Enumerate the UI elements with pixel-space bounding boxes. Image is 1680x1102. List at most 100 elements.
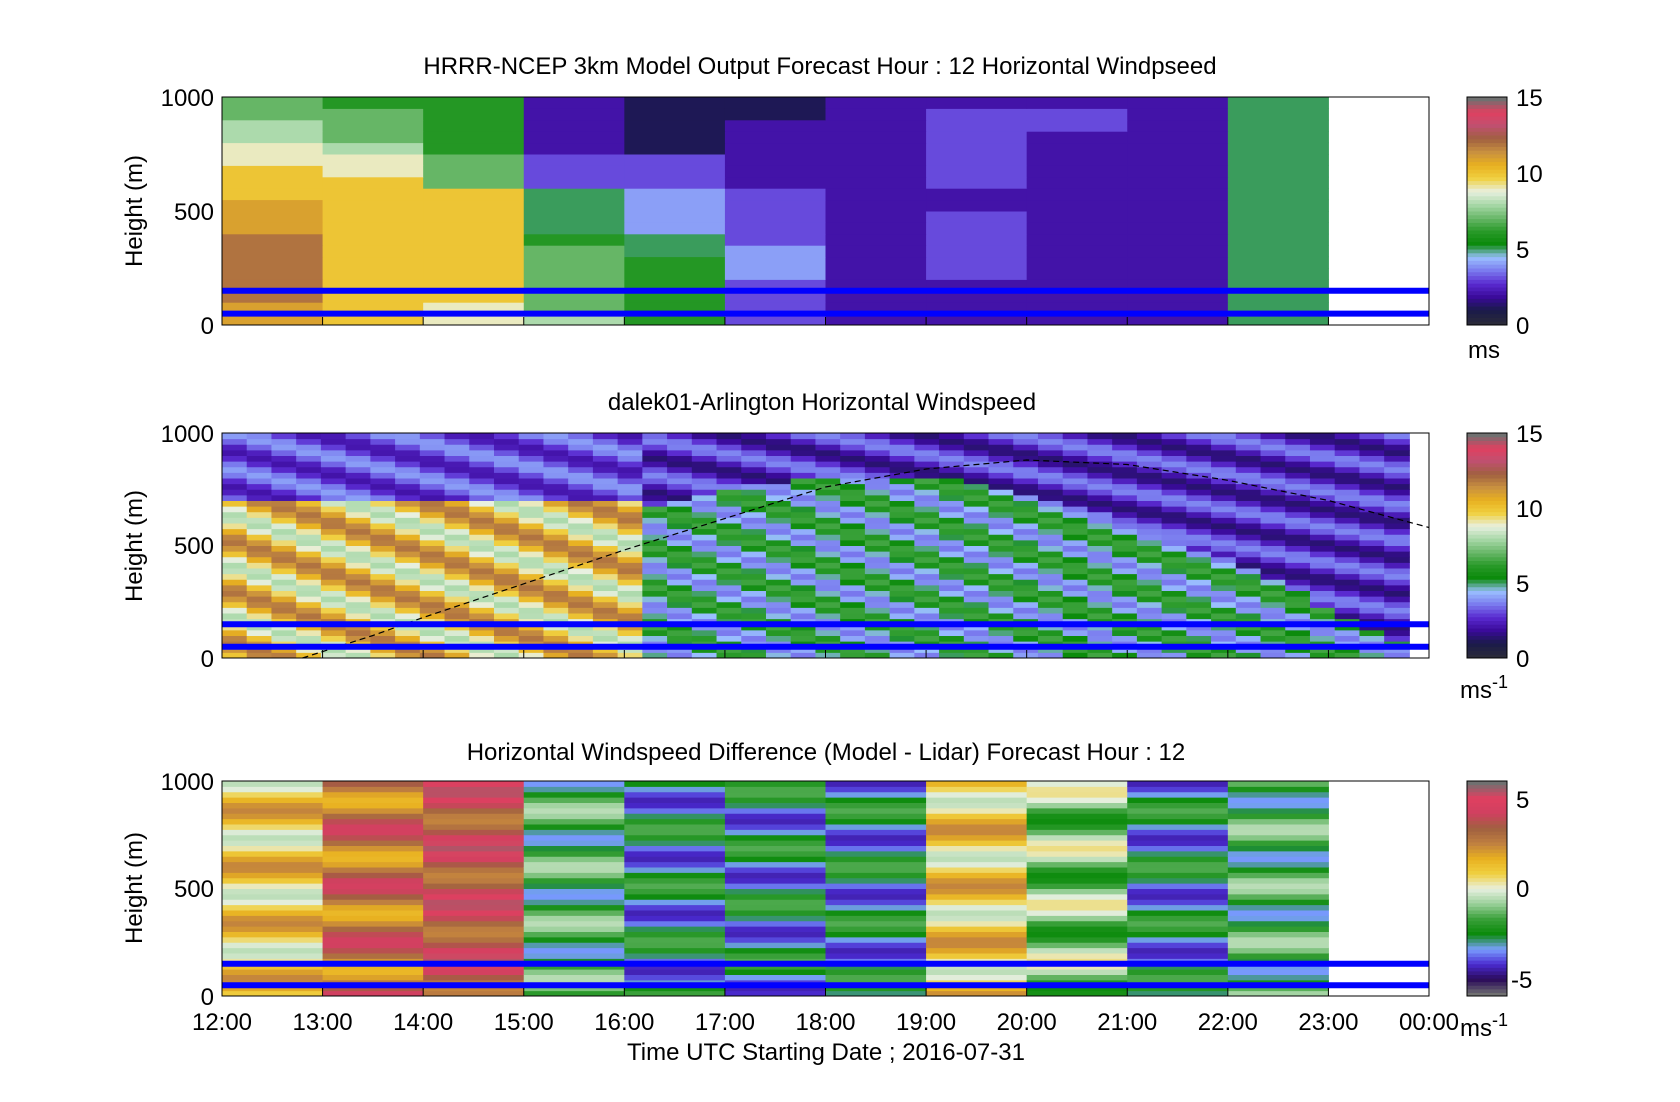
heatmap-cell <box>1334 551 1361 558</box>
heatmap-cell <box>840 517 866 524</box>
heatmap-cell <box>523 910 625 916</box>
heatmap-cell <box>741 523 767 530</box>
heatmap-cell <box>1026 313 1128 326</box>
heatmap-cell <box>395 449 421 456</box>
heatmap-cell <box>493 528 520 535</box>
heatmap-cell <box>395 635 421 642</box>
heatmap-cell <box>988 596 1015 603</box>
heatmap-cell <box>642 596 669 603</box>
heatmap-cell <box>322 904 424 911</box>
heatmap-cell <box>222 652 248 659</box>
heatmap-cell <box>345 607 372 614</box>
colorbar-swatch <box>1467 526 1507 531</box>
panel-model-y-axis: 1000 500 0 Height (m) <box>121 85 214 340</box>
heatmap-cell <box>617 506 644 513</box>
heatmap-cell <box>1127 818 1229 825</box>
heatmap-cell <box>1112 466 1138 473</box>
heatmap-cell <box>444 466 471 473</box>
heatmap-cell <box>1384 646 1410 653</box>
heatmap-cell <box>1285 652 1311 659</box>
heatmap-cell <box>724 829 826 836</box>
colorbar-swatch <box>1467 598 1507 603</box>
heatmap-cell <box>1227 872 1329 879</box>
heatmap-cell <box>493 511 520 518</box>
heatmap-cell <box>345 528 372 535</box>
heatmap-cell <box>642 511 669 518</box>
heatmap-cell <box>926 926 1028 932</box>
heatmap-cell <box>423 893 525 900</box>
x-tick-label: 17:00 <box>695 1009 755 1036</box>
heatmap-cell <box>914 545 941 552</box>
heatmap-cell <box>939 489 965 496</box>
heatmap-cell <box>1384 449 1410 456</box>
heatmap-cell <box>667 461 693 468</box>
heatmap-cell <box>320 646 347 653</box>
heatmap-cell <box>1136 573 1163 580</box>
heatmap-cell <box>864 584 891 591</box>
heatmap-cell <box>523 856 625 863</box>
heatmap-cell <box>815 613 842 620</box>
heatmap-cell <box>1260 646 1287 653</box>
heatmap-cell <box>1026 936 1128 943</box>
heatmap-cell <box>322 840 424 846</box>
heatmap-cell <box>423 245 525 258</box>
heatmap-cell <box>1227 910 1329 916</box>
heatmap-cell <box>1334 489 1361 496</box>
heatmap-cell <box>926 834 1028 841</box>
heatmap-cell <box>1087 601 1114 608</box>
heatmap-cell <box>592 494 619 501</box>
colorbar-swatch <box>1467 549 1507 554</box>
heatmap-cell <box>815 500 842 507</box>
heatmap-cell <box>222 990 324 997</box>
colorbar-unit-exponent: -1 <box>1492 1010 1508 1030</box>
heatmap-cell <box>988 629 1015 636</box>
heatmap-cell <box>345 573 372 580</box>
heatmap-cell <box>1334 613 1361 620</box>
colorbar-swatch <box>1467 841 1507 846</box>
heatmap-cell <box>523 256 625 269</box>
colorbar-swatch <box>1467 838 1507 843</box>
heatmap-cell <box>222 872 324 879</box>
heatmap-cell <box>1037 556 1064 563</box>
heatmap-cell <box>1062 438 1089 445</box>
heatmap-cell <box>322 861 424 868</box>
heatmap-cell <box>1260 478 1287 485</box>
heatmap-cell <box>592 562 619 569</box>
heatmap-cell <box>423 142 525 155</box>
heatmap-cell <box>667 438 693 445</box>
heatmap-cell <box>815 652 842 659</box>
heatmap-cell <box>518 494 545 501</box>
heatmap-cell <box>1186 539 1213 546</box>
heatmap-cell <box>1136 528 1163 535</box>
panel-model-x-ticks <box>221 317 1430 325</box>
heatmap-cell <box>1112 455 1138 462</box>
heatmap-cell <box>296 646 322 653</box>
heatmap-cell <box>724 969 826 975</box>
heatmap-cell <box>543 579 570 586</box>
heatmap-cell <box>1026 813 1128 820</box>
heatmap-cell <box>642 573 669 580</box>
heatmap-cell <box>1087 584 1114 591</box>
heatmap-cell <box>914 551 941 558</box>
heatmap-cell <box>724 974 826 981</box>
colorbar-swatches <box>1467 781 1507 997</box>
heatmap-cell <box>926 872 1028 879</box>
heatmap-cell <box>1260 449 1287 456</box>
heatmap-cell <box>642 489 669 496</box>
heatmap-cell <box>741 433 767 440</box>
heatmap-cell <box>320 551 347 558</box>
heatmap-cell <box>1235 511 1262 518</box>
heatmap-cell <box>914 478 941 485</box>
heatmap-cell <box>914 613 941 620</box>
heatmap-cell <box>914 472 941 479</box>
heatmap-cell <box>543 444 570 451</box>
heatmap-cell <box>271 579 298 586</box>
heatmap-cell <box>691 449 718 456</box>
heatmap-cell <box>322 969 424 975</box>
heatmap-cell <box>1136 438 1163 445</box>
heatmap-cell <box>222 313 324 326</box>
heatmap-cell <box>790 629 817 636</box>
heatmap-cell <box>963 483 990 490</box>
heatmap-cell <box>1334 545 1361 552</box>
heatmap-cell <box>624 915 726 922</box>
